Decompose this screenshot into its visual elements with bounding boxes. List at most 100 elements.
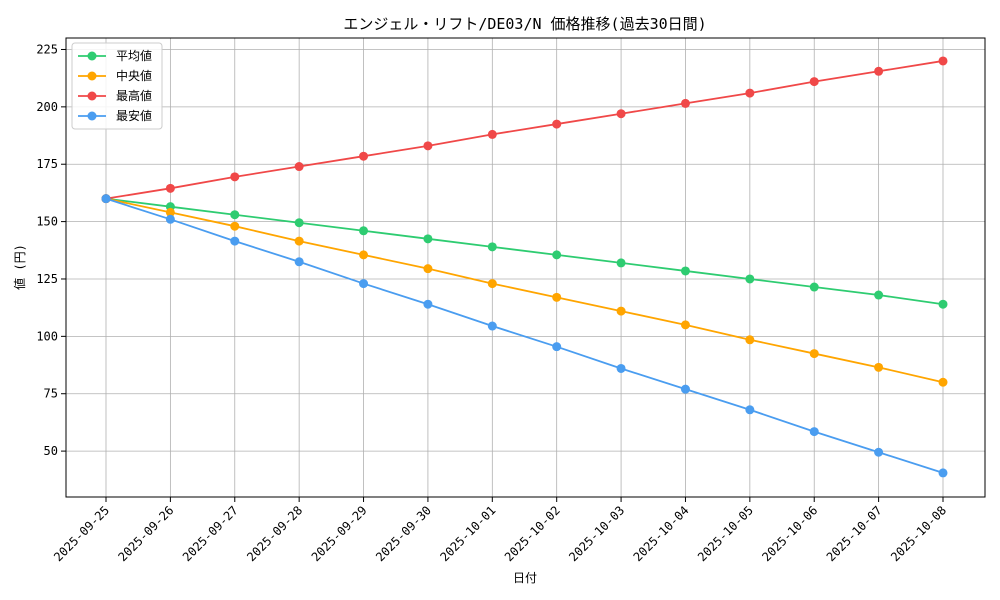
data-point (359, 226, 369, 236)
data-point (230, 236, 240, 246)
data-point (874, 362, 884, 372)
grid (66, 38, 985, 497)
data-point (809, 427, 819, 437)
legend-label: 最高値 (116, 88, 152, 103)
x-tick-label: 2025-09-29 (309, 503, 370, 564)
data-point (359, 250, 369, 260)
data-point (294, 257, 304, 267)
legend-marker (87, 51, 97, 61)
data-point (423, 234, 433, 244)
data-point (809, 77, 819, 87)
data-point (938, 377, 948, 387)
data-point (101, 194, 111, 204)
y-tick-label: 175 (36, 157, 58, 171)
series-line (105, 197, 944, 384)
x-tick-label: 2025-10-01 (437, 503, 498, 564)
x-tick-label: 2025-10-04 (631, 503, 692, 564)
data-point (294, 162, 304, 172)
y-tick-label: 125 (36, 272, 58, 286)
series-最安値 (101, 194, 948, 478)
y-tick-label: 50 (44, 444, 58, 458)
data-point (616, 258, 626, 268)
legend-label: 最安値 (116, 108, 152, 123)
y-tick-label: 75 (44, 387, 58, 401)
x-axis-label: 日付 (513, 571, 537, 585)
data-point (230, 210, 240, 220)
legend-marker (87, 111, 97, 121)
data-point (938, 468, 948, 478)
series-最高値 (101, 56, 948, 204)
data-point (680, 320, 690, 330)
y-tick-label: 225 (36, 42, 58, 56)
legend-label: 平均値 (116, 48, 152, 63)
data-point (165, 214, 175, 224)
x-tick-label: 2025-10-07 (824, 503, 885, 564)
legend-label: 中央値 (116, 68, 152, 83)
x-tick-label: 2025-10-06 (759, 503, 820, 564)
data-point (487, 129, 497, 139)
data-point (874, 447, 884, 457)
x-tick-label: 2025-10-05 (695, 503, 756, 564)
data-point (359, 279, 369, 289)
data-point (359, 151, 369, 161)
x-tick-label: 2025-10-02 (502, 503, 563, 564)
data-point (552, 119, 562, 129)
data-point (745, 88, 755, 98)
y-tick-label: 150 (36, 215, 58, 229)
data-point (680, 384, 690, 394)
data-point (165, 183, 175, 193)
data-point (874, 290, 884, 300)
data-point (938, 299, 948, 309)
series-line (105, 60, 944, 200)
x-tick-label: 2025-10-03 (566, 503, 627, 564)
y-tick-label: 200 (36, 100, 58, 114)
data-point (616, 306, 626, 316)
series-中央値 (101, 194, 948, 387)
legend-marker (87, 71, 97, 81)
data-point (230, 221, 240, 231)
data-point (745, 274, 755, 284)
y-axis-label: 値 (円) (12, 244, 27, 290)
data-point (616, 109, 626, 119)
data-point (423, 141, 433, 151)
data-point (809, 349, 819, 359)
data-point (874, 66, 884, 76)
x-tick-label: 2025-09-28 (244, 503, 305, 564)
series-line (105, 197, 944, 474)
data-point (552, 250, 562, 260)
series-平均値 (101, 194, 948, 309)
data-point (552, 342, 562, 352)
data-point (680, 98, 690, 108)
x-tick-label: 2025-09-26 (116, 503, 177, 564)
data-point (745, 405, 755, 415)
series-line (105, 197, 944, 306)
data-point (487, 242, 497, 252)
y-tick-label: 100 (36, 329, 58, 343)
axis-ticks: 2025-09-25 2025-09-26 2025-09-27 2025-09-28… (36, 42, 949, 564)
data-point (487, 321, 497, 331)
data-point (423, 264, 433, 274)
data-point (423, 299, 433, 309)
data-point (294, 236, 304, 246)
data-point (165, 207, 175, 217)
data-point (294, 218, 304, 228)
chart-title: エンジェル・リフト/DE03/N 価格推移(過去30日間) (343, 15, 706, 33)
x-tick-label: 2025-09-27 (180, 503, 241, 564)
data-point (745, 335, 755, 345)
legend-box (71, 42, 163, 130)
data-point (552, 292, 562, 302)
x-tick-label: 2025-09-25 (51, 503, 112, 564)
data-point (809, 282, 819, 292)
legend-marker (87, 91, 97, 101)
data-point (938, 56, 948, 66)
data-point (487, 279, 497, 289)
x-tick-label: 2025-09-30 (373, 503, 434, 564)
data-point (680, 266, 690, 276)
data-point (230, 172, 240, 182)
x-tick-label: 2025-10-08 (888, 503, 949, 564)
series-lines (101, 56, 948, 478)
plot-area (65, 37, 986, 498)
data-point (616, 363, 626, 373)
